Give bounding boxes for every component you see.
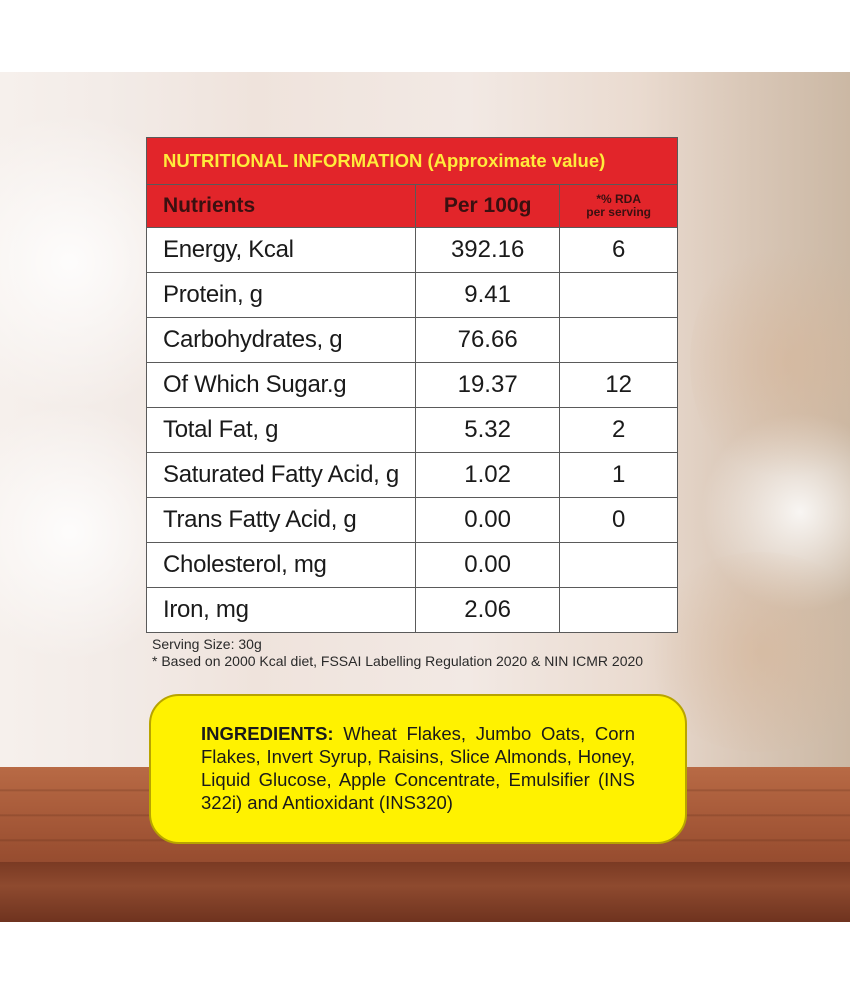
ingredients-label: INGREDIENTS:	[201, 723, 334, 744]
nutrient-per-100g: 19.37	[414, 362, 561, 408]
warm-bokeh	[690, 232, 850, 492]
header-rda-line1: *% RDA	[596, 192, 641, 206]
nutrient-name: Energy, Kcal	[146, 227, 416, 273]
table-row: Of Which Sugar.g 19.37 12	[146, 362, 678, 408]
nutrient-per-100g: 9.41	[414, 272, 561, 318]
nutrient-per-100g: 392.16	[414, 227, 561, 273]
table-row: Energy, Kcal 392.16 6	[146, 227, 678, 273]
serving-size: Serving Size: 30g	[152, 636, 262, 652]
nutrient-rda	[559, 587, 678, 633]
nutrient-rda: 0	[559, 497, 678, 543]
nutrient-name: Of Which Sugar.g	[146, 362, 416, 408]
nutrient-rda	[559, 272, 678, 318]
nutrient-name: Total Fat, g	[146, 407, 416, 453]
nutrient-per-100g: 0.00	[414, 542, 561, 588]
nutrient-rda: 6	[559, 227, 678, 273]
nutrient-rda: 2	[559, 407, 678, 453]
table-row: Total Fat, g 5.32 2	[146, 407, 678, 453]
nutrient-rda: 1	[559, 452, 678, 498]
table-row: Saturated Fatty Acid, g 1.02 1	[146, 452, 678, 498]
ingredients-text: INGREDIENTS: Wheat Flakes, Jumbo Oats, C…	[201, 722, 635, 814]
nutrient-per-100g: 5.32	[414, 407, 561, 453]
table-row: Iron, mg 2.06	[146, 587, 678, 633]
header-per-100g: Per 100g	[414, 184, 561, 228]
nutrient-per-100g: 2.06	[414, 587, 561, 633]
nutrition-title: NUTRITIONAL INFORMATION (Approximate val…	[146, 137, 678, 185]
nutrient-rda: 12	[559, 362, 678, 408]
rda-footnote: * Based on 2000 Kcal diet, FSSAI Labelli…	[152, 653, 644, 669]
nutrient-name: Cholesterol, mg	[146, 542, 416, 588]
nutrient-rda	[559, 317, 678, 363]
ingredients-box: INGREDIENTS: Wheat Flakes, Jumbo Oats, C…	[149, 694, 687, 844]
nutrient-rda	[559, 542, 678, 588]
wooden-table-edge	[0, 862, 850, 922]
nutrient-per-100g: 0.00	[414, 497, 561, 543]
table-row: Carbohydrates, g 76.66	[146, 317, 678, 363]
table-row: Cholesterol, mg 0.00	[146, 542, 678, 588]
header-rda: *% RDA per serving	[559, 184, 678, 228]
nutrition-table: NUTRITIONAL INFORMATION (Approximate val…	[146, 137, 678, 633]
header-nutrients: Nutrients	[146, 184, 416, 228]
ingredients-list: Wheat Flakes, Jumbo Oats, Corn Flakes, I…	[201, 723, 635, 813]
nutrient-per-100g: 1.02	[414, 452, 561, 498]
nutrient-name: Iron, mg	[146, 587, 416, 633]
nutrient-name: Protein, g	[146, 272, 416, 318]
nutrient-per-100g: 76.66	[414, 317, 561, 363]
header-rda-line2: per serving	[586, 205, 651, 219]
table-footnote: Serving Size: 30g * Based on 2000 Kcal d…	[152, 636, 643, 670]
nutrient-name: Carbohydrates, g	[146, 317, 416, 363]
table-row: Protein, g 9.41	[146, 272, 678, 318]
table-row: Trans Fatty Acid, g 0.00 0	[146, 497, 678, 543]
nutrient-name: Saturated Fatty Acid, g	[146, 452, 416, 498]
nutrient-name: Trans Fatty Acid, g	[146, 497, 416, 543]
